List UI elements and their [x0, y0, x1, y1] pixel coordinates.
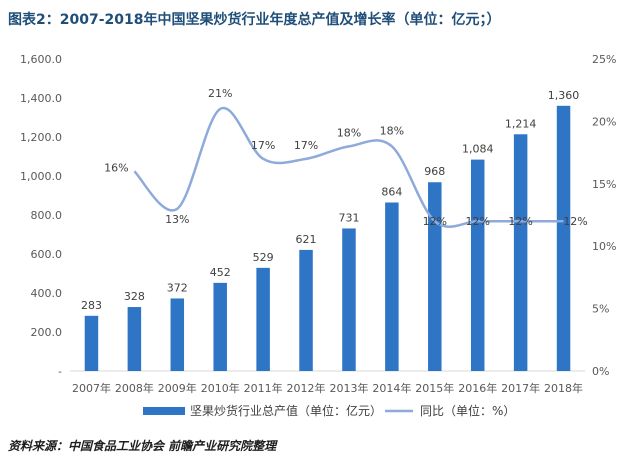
- bar: [428, 182, 442, 371]
- bar: [385, 202, 399, 371]
- x-tick-label: 2017年: [501, 381, 540, 395]
- bar-value-label: 452: [210, 266, 231, 279]
- line-value-label: 12%: [423, 215, 447, 228]
- bar-value-label: 328: [124, 290, 145, 303]
- y-left-tick-label: 1,400.0: [20, 92, 62, 105]
- bar: [513, 134, 528, 371]
- chart-title: 图表2：2007-2018年中国坚果炒货行业年度总产值及增长率（单位：亿元；）: [8, 12, 501, 28]
- bar-value-label: 372: [167, 281, 188, 294]
- bar: [342, 228, 356, 371]
- bar: [299, 249, 313, 371]
- x-tick-label: 2016年: [458, 381, 497, 395]
- y-left-tick-label: 200.0: [31, 326, 63, 339]
- y-left-tick-label: 1,000.0: [20, 170, 62, 183]
- line-value-label: 18%: [380, 124, 404, 137]
- line-value-label: 16%: [104, 161, 128, 174]
- x-tick-label: 2008年: [115, 381, 154, 395]
- y-left-tick-label: 1,600.0: [20, 53, 62, 66]
- bar-series: [84, 105, 571, 372]
- growth-line: [133, 106, 564, 228]
- bar: [127, 307, 142, 371]
- y-right-tick-label: 15%: [592, 178, 616, 191]
- y-left-tick-label: -: [58, 365, 62, 378]
- x-tick-label: 2013年: [329, 381, 368, 395]
- line-value-label: 17%: [294, 139, 318, 152]
- x-tick-label: 2011年: [244, 381, 283, 395]
- y-right-tick-label: 20%: [592, 115, 616, 128]
- legend-bar-swatch: [143, 407, 185, 415]
- bar-value-label: 864: [381, 186, 402, 199]
- line-value-label: 13%: [165, 213, 189, 226]
- bar-value-label: 283: [81, 299, 102, 312]
- legend: 坚果炒货行业总产值（单位：亿元） 同比（单位：%）: [143, 403, 515, 418]
- x-tick-label: 2014年: [372, 381, 411, 395]
- x-tick-label: 2015年: [415, 381, 454, 395]
- y-right-tick-label: 5%: [592, 303, 609, 316]
- line-value-label: 12%: [563, 215, 587, 228]
- line-value-label: 17%: [251, 139, 275, 152]
- line-series: [133, 106, 564, 228]
- y-left-tick-label: 400.0: [31, 287, 63, 300]
- legend-line-label: 同比（单位：%）: [420, 403, 515, 418]
- y-right-tick-label: 0%: [592, 365, 609, 378]
- x-tick-label: 2009年: [158, 381, 197, 395]
- bar: [213, 282, 227, 371]
- bar: [256, 267, 270, 371]
- bar-value-label: 621: [296, 233, 317, 246]
- y-left-tick-label: 800.0: [31, 209, 63, 222]
- x-tick-label: 2007年: [72, 381, 111, 395]
- legend-bar-label: 坚果炒货行业总产值（单位：亿元）: [190, 403, 382, 418]
- line-value-label: 12%: [465, 215, 489, 228]
- bar-value-label: 1,360: [548, 89, 580, 102]
- bar-value-label: 968: [424, 165, 445, 178]
- bar: [84, 315, 99, 371]
- bar-value-label: 1,214: [505, 117, 537, 130]
- line-value-label: 12%: [508, 215, 532, 228]
- bar: [556, 105, 571, 372]
- bar: [170, 298, 185, 371]
- y-right-tick-label: 25%: [592, 53, 616, 66]
- data-labels: 283 328 372 452 529 621 731 864 968 1,084 1,214 1,3…: [81, 87, 588, 312]
- y-left-tick-label: 600.0: [31, 248, 63, 261]
- bar-value-label: 731: [338, 211, 359, 224]
- x-tick-label: 2012年: [287, 381, 326, 395]
- bar: [470, 159, 485, 371]
- x-tick-label: 2010年: [201, 381, 240, 395]
- x-tick-label: 2018年: [544, 381, 583, 395]
- y-right-tick-label: 10%: [592, 240, 616, 253]
- source-note: 资料来源：中国食品工业协会 前瞻产业研究院整理: [8, 439, 277, 453]
- line-value-label: 18%: [337, 126, 361, 139]
- y-left-tick-label: 1,200.0: [20, 131, 62, 144]
- bar-value-label: 529: [253, 251, 274, 264]
- line-value-label: 21%: [208, 87, 232, 100]
- axes: - 200.0 400.0 600.0 800.0 1,000.0 1,200.0 1,400…: [20, 53, 616, 395]
- bar-value-label: 1,084: [462, 143, 494, 156]
